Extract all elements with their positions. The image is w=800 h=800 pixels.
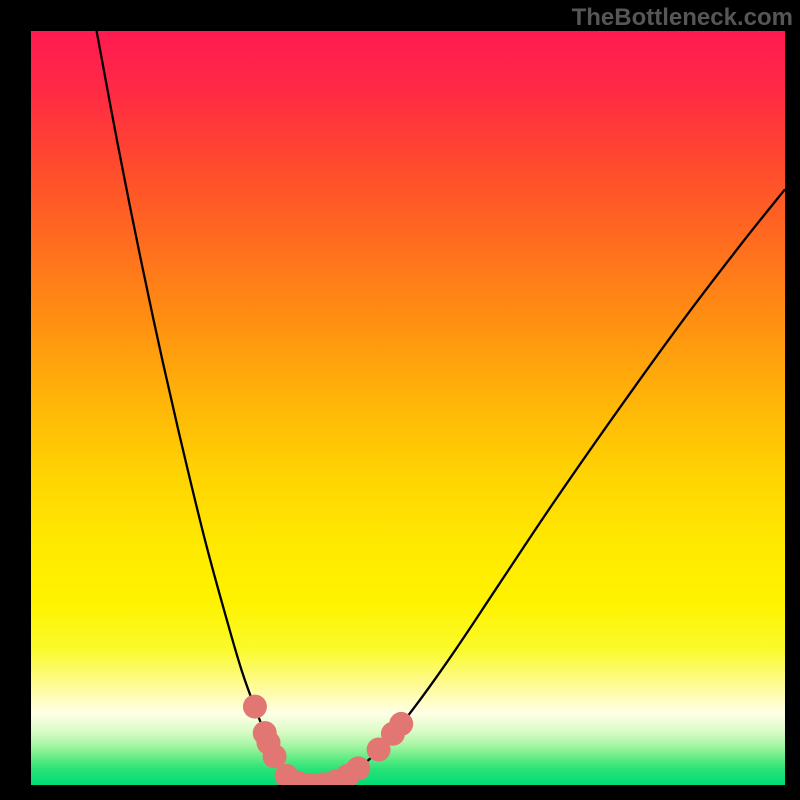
data-marker bbox=[346, 756, 370, 780]
data-marker bbox=[389, 712, 413, 736]
right-curve bbox=[311, 189, 785, 785]
plot-area bbox=[31, 31, 785, 785]
chart-svg bbox=[31, 31, 785, 785]
data-marker bbox=[243, 695, 267, 719]
left-curve bbox=[97, 31, 312, 785]
watermark-text: TheBottleneck.com bbox=[572, 4, 793, 32]
